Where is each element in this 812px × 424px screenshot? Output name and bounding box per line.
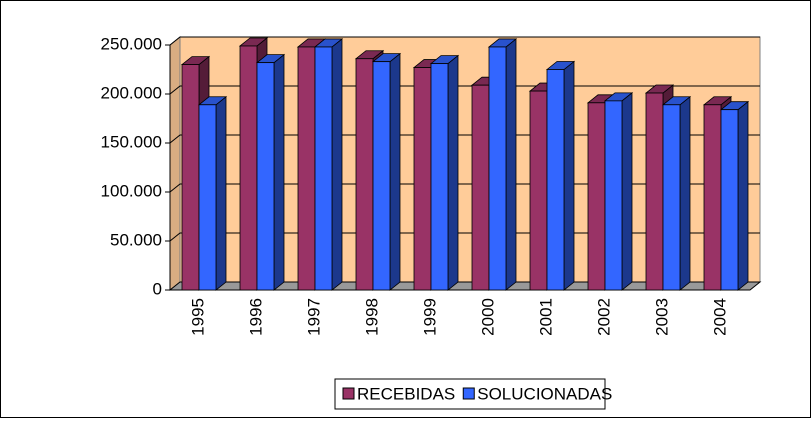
y-tick-label: 0 — [153, 279, 162, 298]
x-tick-label: 1996 — [246, 298, 265, 336]
bar-side — [679, 95, 691, 291]
legend: RECEBIDAS SOLUCIONADAS — [334, 378, 612, 410]
bar-front — [604, 100, 623, 291]
x-tick-label: 2002 — [594, 298, 613, 336]
bar-front — [720, 109, 739, 291]
bar-front — [355, 58, 374, 291]
bar — [487, 38, 518, 291]
bar-front — [181, 64, 200, 291]
bar — [661, 95, 692, 291]
bar-front — [314, 46, 333, 291]
bar-front — [587, 102, 606, 291]
x-tick-label: 2004 — [710, 298, 729, 336]
bar-front — [430, 63, 449, 291]
bar-side — [389, 52, 401, 291]
bar-front — [372, 61, 391, 291]
bar-front — [471, 84, 490, 291]
x-tick-label: 2000 — [478, 298, 497, 336]
bar-side — [563, 60, 575, 291]
bar-front — [297, 46, 316, 291]
bar-front — [645, 92, 664, 291]
y-tick-label: 250.000 — [101, 34, 162, 53]
x-tick-label: 1995 — [188, 298, 207, 336]
bar-side — [273, 53, 285, 291]
bar — [371, 52, 402, 291]
legend-swatch — [462, 387, 475, 400]
y-tick-label: 50.000 — [110, 230, 162, 249]
x-tick-label: 1998 — [362, 298, 381, 336]
bar — [255, 53, 286, 291]
x-tick-label: 1997 — [304, 298, 323, 336]
bar-front — [546, 69, 565, 291]
bar-side — [737, 100, 749, 291]
bar-front — [413, 67, 432, 291]
bar-front — [703, 104, 722, 291]
bar-front — [256, 62, 275, 291]
grid-line — [169, 36, 760, 46]
side-wall — [169, 35, 181, 292]
bar — [313, 38, 344, 291]
y-tick-label: 150.000 — [101, 132, 162, 151]
bar — [545, 60, 576, 291]
bar-front — [662, 104, 681, 291]
bar — [603, 92, 634, 291]
bar-front — [239, 45, 258, 291]
legend-label: RECEBIDAS — [357, 384, 455, 403]
x-tick-label: 2003 — [652, 298, 671, 336]
legend-swatch — [342, 387, 355, 400]
y-tick-label: 100.000 — [101, 181, 162, 200]
bar-side — [621, 92, 633, 291]
bar — [429, 54, 460, 291]
bar-side — [505, 38, 517, 291]
x-tick-label: 2001 — [536, 298, 555, 336]
bar-side — [215, 95, 227, 291]
bar-side — [331, 38, 343, 291]
legend-box — [334, 378, 606, 410]
legend-label: SOLUCIONADAS — [477, 384, 612, 403]
y-tick-label: 200.000 — [101, 83, 162, 102]
bar-side — [447, 54, 459, 291]
bar-front — [488, 46, 507, 291]
bar-front — [529, 90, 548, 291]
bar — [719, 100, 750, 291]
bar — [197, 95, 228, 291]
x-tick-label: 1999 — [420, 298, 439, 336]
bar-front — [198, 104, 217, 291]
